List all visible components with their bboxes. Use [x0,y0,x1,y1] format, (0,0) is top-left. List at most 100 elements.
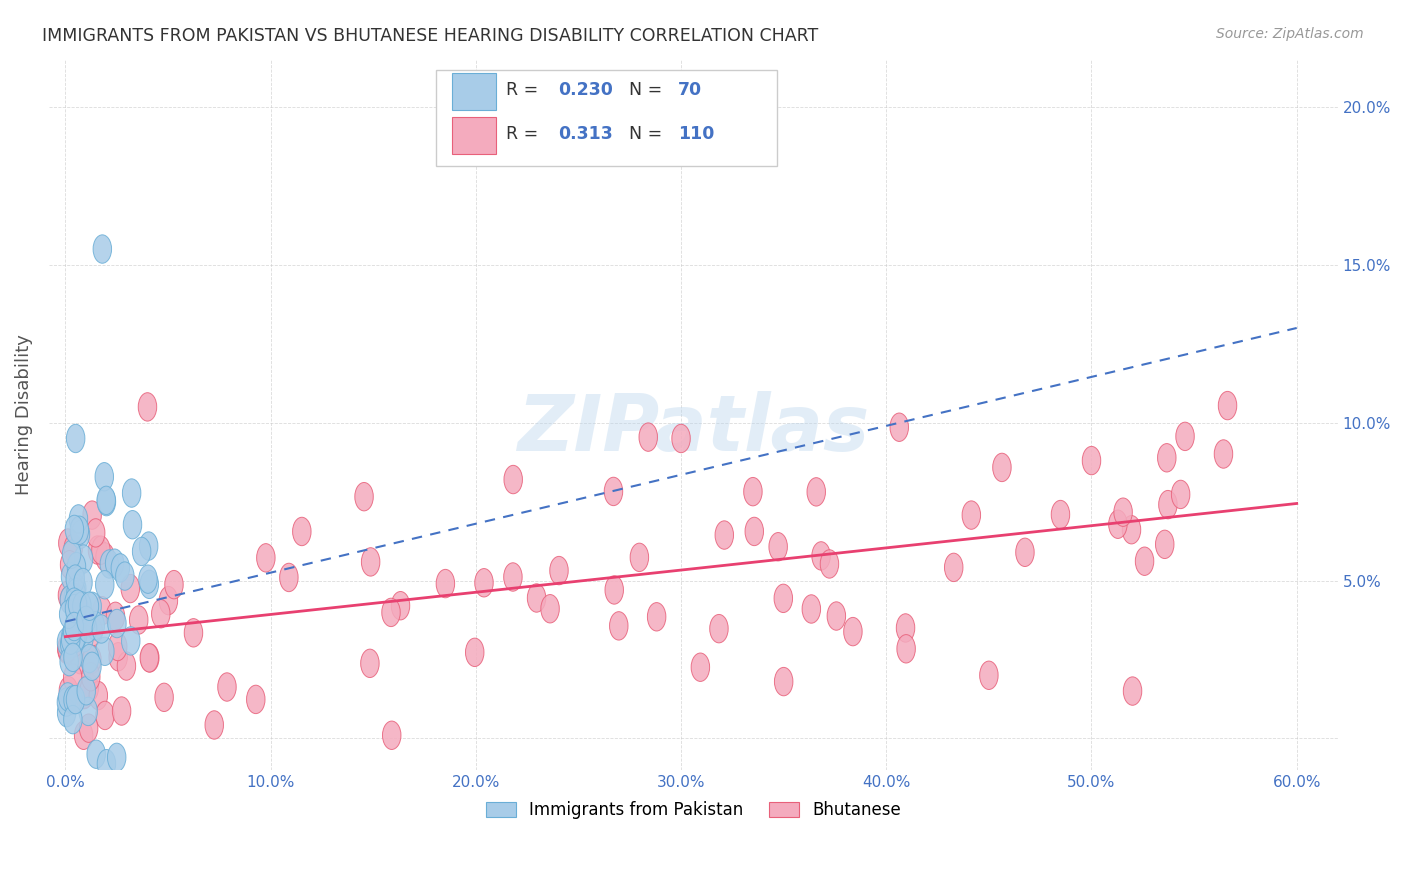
Text: 110: 110 [678,125,714,143]
Circle shape [184,619,202,647]
Circle shape [692,653,710,681]
Circle shape [96,701,114,730]
Circle shape [121,574,139,603]
Circle shape [775,584,793,613]
Text: N =: N = [628,81,668,99]
Circle shape [75,680,93,708]
Circle shape [141,644,159,672]
Legend: Immigrants from Pakistan, Bhutanese: Immigrants from Pakistan, Bhutanese [479,794,907,826]
Circle shape [1156,530,1174,558]
Circle shape [550,557,568,585]
Circle shape [1219,392,1237,420]
FancyBboxPatch shape [453,73,496,111]
Circle shape [62,622,80,650]
Circle shape [354,483,373,511]
Circle shape [75,624,93,652]
Circle shape [775,667,793,696]
Circle shape [63,706,82,734]
Circle shape [58,628,76,657]
Circle shape [962,501,980,529]
Circle shape [1171,480,1189,508]
Circle shape [77,677,96,705]
Circle shape [1157,443,1175,472]
Circle shape [70,516,89,544]
Circle shape [96,571,114,599]
Circle shape [67,552,86,581]
Circle shape [165,570,183,599]
Circle shape [69,585,87,613]
Circle shape [65,612,83,640]
Circle shape [638,423,658,451]
Circle shape [63,616,82,645]
Circle shape [80,592,98,621]
Circle shape [67,574,86,603]
Circle shape [91,536,110,565]
Circle shape [70,646,90,673]
Circle shape [62,626,80,655]
Circle shape [80,644,98,673]
Circle shape [79,698,97,725]
Circle shape [89,681,107,710]
Circle shape [141,644,159,672]
Circle shape [87,740,105,768]
Circle shape [475,568,494,597]
Circle shape [84,617,103,646]
Circle shape [62,540,80,568]
Circle shape [60,586,79,615]
Circle shape [112,697,131,725]
Circle shape [86,518,105,547]
Circle shape [73,568,93,597]
Circle shape [97,486,115,515]
Circle shape [65,583,83,612]
Circle shape [58,634,76,663]
Circle shape [605,575,623,604]
Circle shape [844,617,862,646]
Circle shape [63,686,83,714]
Circle shape [1215,440,1233,468]
Circle shape [382,721,401,749]
Circle shape [96,463,114,491]
Circle shape [108,609,127,638]
Circle shape [896,614,915,642]
Circle shape [257,543,276,572]
Circle shape [108,642,128,671]
Circle shape [139,565,157,593]
Circle shape [647,603,666,631]
Circle shape [115,562,134,591]
Circle shape [63,643,82,672]
Circle shape [801,595,821,624]
Circle shape [1015,538,1035,566]
Circle shape [62,637,80,665]
Circle shape [132,537,150,566]
Circle shape [745,517,763,546]
Text: 0.230: 0.230 [558,81,613,99]
Circle shape [58,581,77,609]
Circle shape [66,425,84,452]
Circle shape [1135,547,1154,575]
Circle shape [62,686,80,714]
Text: R =: R = [506,81,544,99]
Circle shape [107,743,127,772]
Circle shape [65,534,83,563]
Circle shape [1114,498,1132,526]
Circle shape [67,578,86,607]
Circle shape [716,521,734,549]
Circle shape [1122,516,1140,544]
Circle shape [93,597,111,625]
Text: 70: 70 [678,81,702,99]
Circle shape [96,542,114,571]
Circle shape [108,632,127,661]
Circle shape [152,599,170,628]
Circle shape [69,505,87,533]
Circle shape [83,501,101,529]
Circle shape [69,621,87,649]
Text: IMMIGRANTS FROM PAKISTAN VS BHUTANESE HEARING DISABILITY CORRELATION CHART: IMMIGRANTS FROM PAKISTAN VS BHUTANESE HE… [42,27,818,45]
Circle shape [980,661,998,690]
Circle shape [945,553,963,582]
Circle shape [292,517,311,546]
Circle shape [83,652,101,681]
Circle shape [79,615,97,643]
Circle shape [769,533,787,561]
Circle shape [66,685,84,714]
Circle shape [361,548,380,576]
